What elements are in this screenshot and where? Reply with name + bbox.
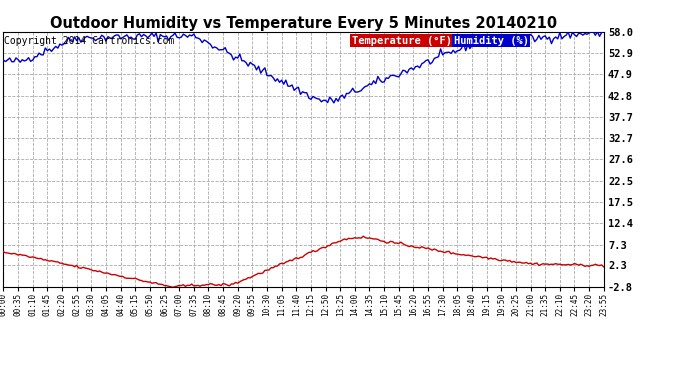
Text: Humidity (%): Humidity (%) <box>454 36 529 46</box>
Text: Temperature (°F): Temperature (°F) <box>352 36 452 46</box>
Text: Copyright 2014 Cartronics.com: Copyright 2014 Cartronics.com <box>4 36 175 46</box>
Title: Outdoor Humidity vs Temperature Every 5 Minutes 20140210: Outdoor Humidity vs Temperature Every 5 … <box>50 16 557 31</box>
